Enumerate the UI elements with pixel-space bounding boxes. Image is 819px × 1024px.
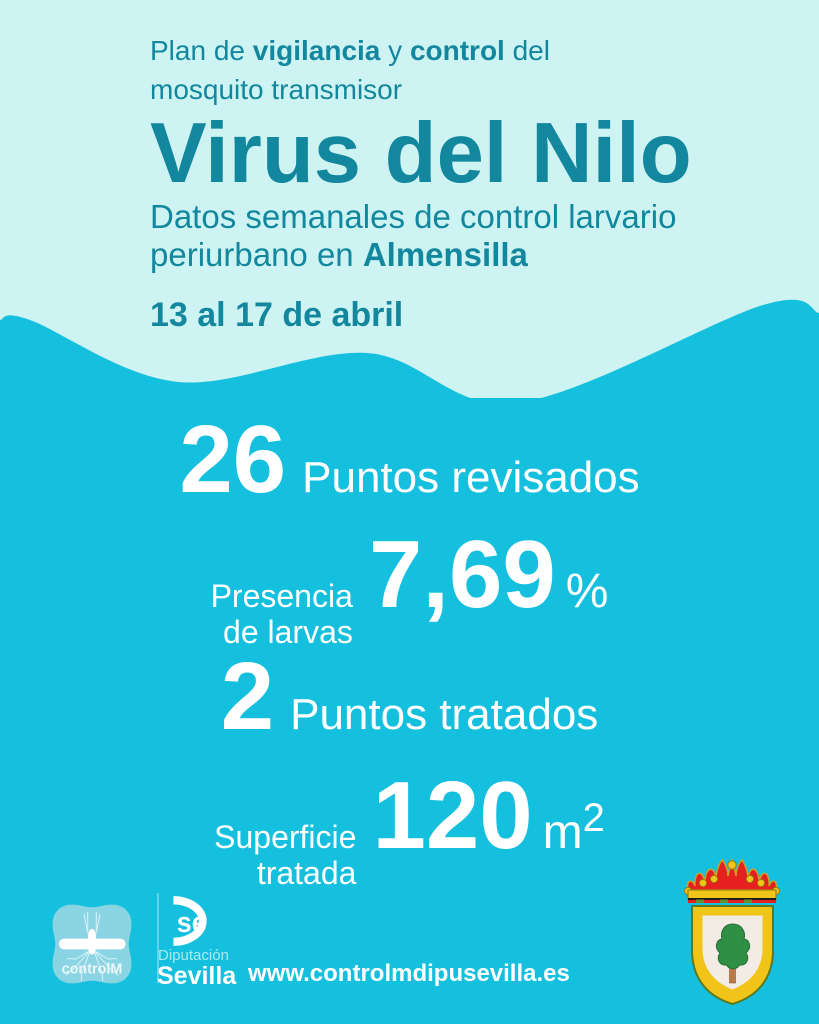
svg-text:controlM: controlM [62, 962, 123, 978]
svg-text:se: se [177, 906, 207, 938]
